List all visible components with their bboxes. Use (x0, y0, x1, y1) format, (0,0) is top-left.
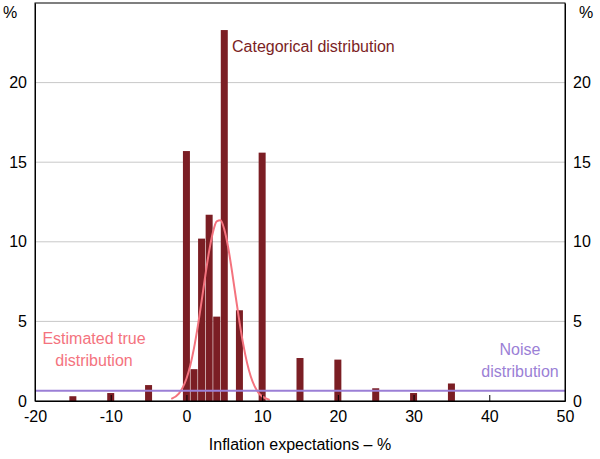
tick-label: 15 (573, 154, 591, 171)
tick: 15 (9, 154, 35, 171)
tick-label: 10 (573, 233, 591, 250)
tick-label: 10 (254, 408, 272, 425)
tick: 10 (565, 233, 591, 250)
bar (69, 396, 76, 401)
tick: 5 (565, 313, 582, 330)
tick: 0 (182, 395, 191, 425)
grid-line (35, 162, 565, 163)
plot-frame (35, 3, 565, 401)
grid-line (35, 241, 565, 242)
x-axis-title: Inflation expectations – % (209, 436, 391, 453)
line (35, 390, 565, 392)
y-axis-unit: % (579, 4, 593, 21)
tick: 30 (405, 395, 423, 425)
tick: 0 (18, 393, 35, 410)
tick-label: -10 (100, 408, 123, 425)
tick-label: 0 (573, 393, 582, 410)
tick-label: 0 (18, 393, 27, 410)
tick-label: 40 (481, 408, 499, 425)
bar (259, 153, 266, 401)
tick-mark (262, 395, 263, 401)
tick-label: 5 (573, 313, 582, 330)
bar (183, 151, 190, 401)
tick: 20 (9, 74, 35, 91)
tick-label: 30 (405, 408, 423, 425)
tick-mark (338, 395, 339, 401)
grid-line (35, 321, 565, 322)
bar (145, 385, 152, 401)
marks (35, 30, 565, 401)
tick: 40 (481, 395, 499, 425)
tick: 10 (254, 395, 272, 425)
tick-label: 20 (329, 408, 347, 425)
tick: 20 (565, 74, 591, 91)
bar (334, 360, 341, 401)
tick: 20 (329, 395, 347, 425)
tick-label: 50 (557, 408, 575, 425)
grid (35, 83, 565, 401)
tick-mark (186, 395, 187, 401)
y-axis-right: 0 5 10 15 20 (565, 4, 591, 410)
tick-label: 15 (9, 154, 27, 171)
tick: 0 (565, 393, 582, 410)
tick-mark (489, 395, 490, 401)
bar (191, 369, 198, 401)
tick-mark (111, 395, 112, 401)
bar (213, 317, 220, 401)
tick: -10 (100, 395, 123, 425)
tick: 15 (565, 154, 591, 171)
grid-line (35, 82, 565, 83)
series-annotation: Noisedistribution (481, 341, 558, 380)
tick-label: 10 (9, 233, 27, 250)
chart: -20-10010203040500510152005101520%%Infla… (0, 0, 600, 459)
bar (410, 393, 417, 401)
bar (448, 383, 455, 401)
tick: 10 (9, 233, 35, 250)
series-annotation: Estimated truedistribution (42, 330, 145, 369)
tick-label: 5 (18, 313, 27, 330)
tick-label: 20 (573, 74, 591, 91)
bar (297, 358, 304, 401)
tick: 5 (18, 313, 35, 330)
x-axis: -20 -10 0 10 20 30 40 50 (24, 395, 575, 425)
bar (221, 30, 228, 401)
tick-mark (414, 395, 415, 401)
tick-label: 20 (9, 74, 27, 91)
tick-label: -20 (24, 408, 47, 425)
bar (107, 393, 114, 401)
tick-label: 0 (182, 408, 191, 425)
y-axis-unit: % (3, 4, 17, 21)
series-annotation: Categorical distribution (232, 38, 395, 55)
line (171, 220, 269, 400)
y-axis-left: 0 5 10 15 20 (9, 4, 35, 410)
plot: -20-10010203040500510152005101520 (9, 3, 591, 425)
